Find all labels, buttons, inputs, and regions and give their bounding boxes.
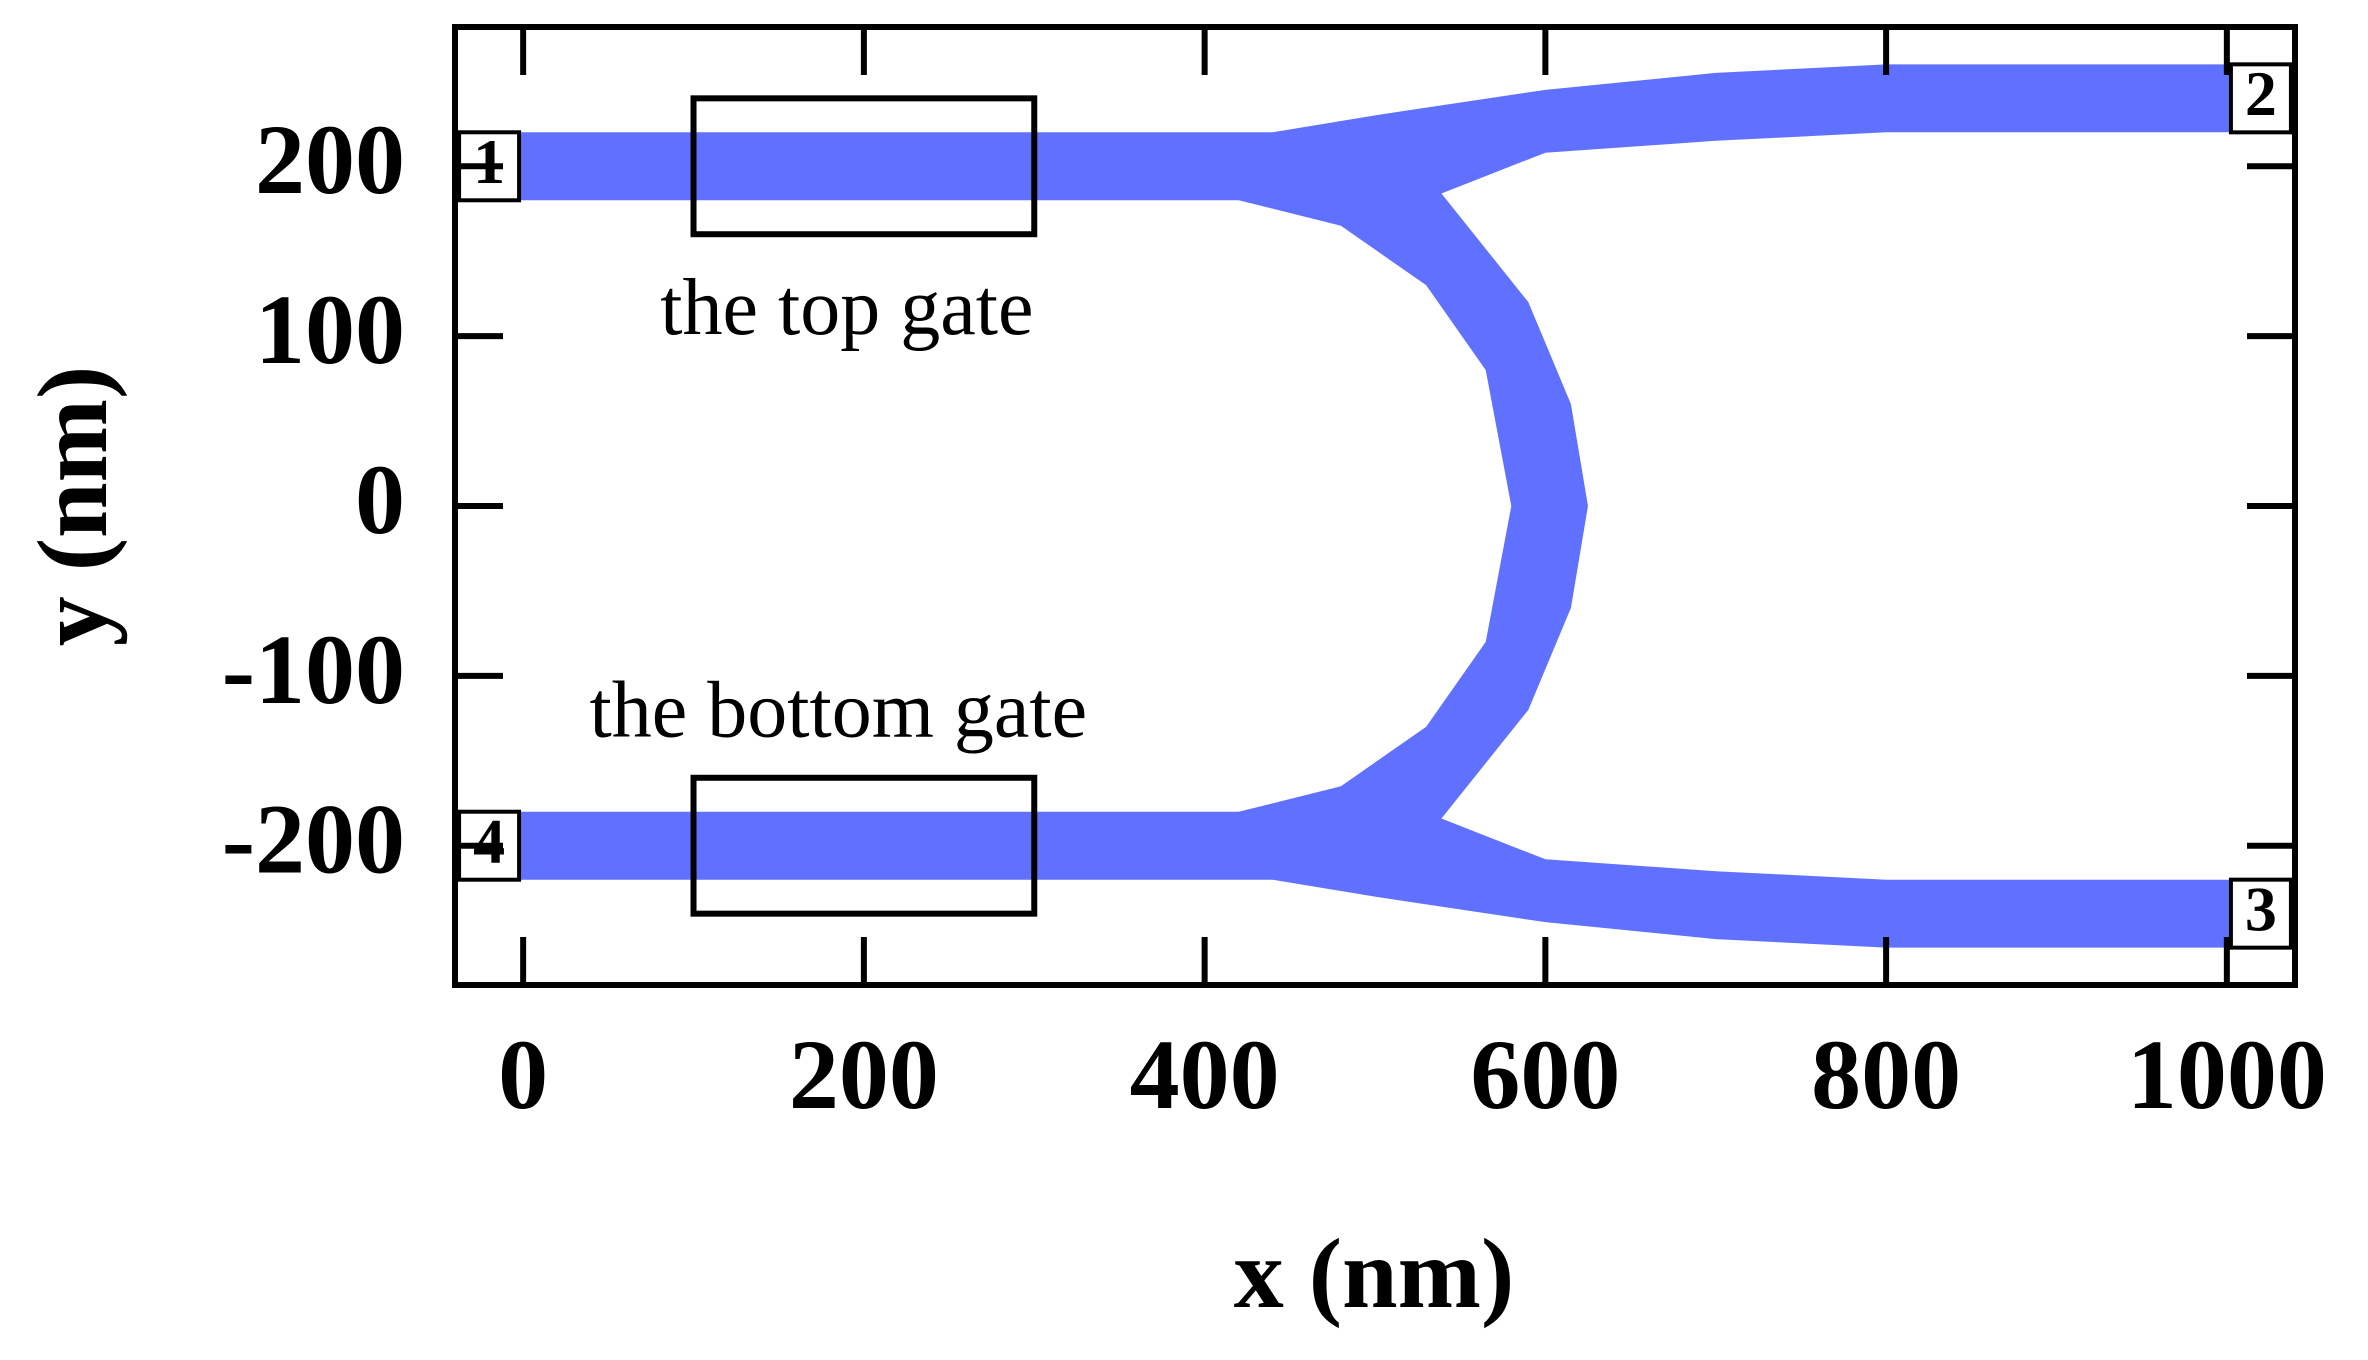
x-tick-label: 200 [789,1019,939,1130]
port-label: 3 [2245,873,2277,944]
x-tick-label: 1000 [2127,1019,2327,1130]
gate [690,774,1038,917]
y-tick-label: -100 [222,614,405,725]
y-tick-label: 0 [355,444,405,555]
channel [455,64,2295,948]
port-box [2228,877,2293,950]
x-axis-label: x (nm) [1234,1218,1515,1329]
x-tick-label: 400 [1130,1019,1280,1130]
gate-label: the top gate [660,264,1033,352]
y-tick-label: 200 [255,104,405,215]
x-tick-label: 600 [1470,1019,1620,1130]
port-label: 1 [473,126,505,197]
y-tick-label: 100 [255,274,405,385]
port-label: 4 [473,805,505,876]
x-tick-label: 0 [498,1019,548,1130]
port-label: 2 [2245,58,2277,129]
y-axis-label: y (nm) [17,366,128,647]
y-tick-label: -200 [222,784,405,895]
port-box [2228,62,2293,135]
gate-label: the bottom gate [590,667,1088,755]
x-tick-label: 800 [1811,1019,1961,1130]
gate [690,95,1038,238]
